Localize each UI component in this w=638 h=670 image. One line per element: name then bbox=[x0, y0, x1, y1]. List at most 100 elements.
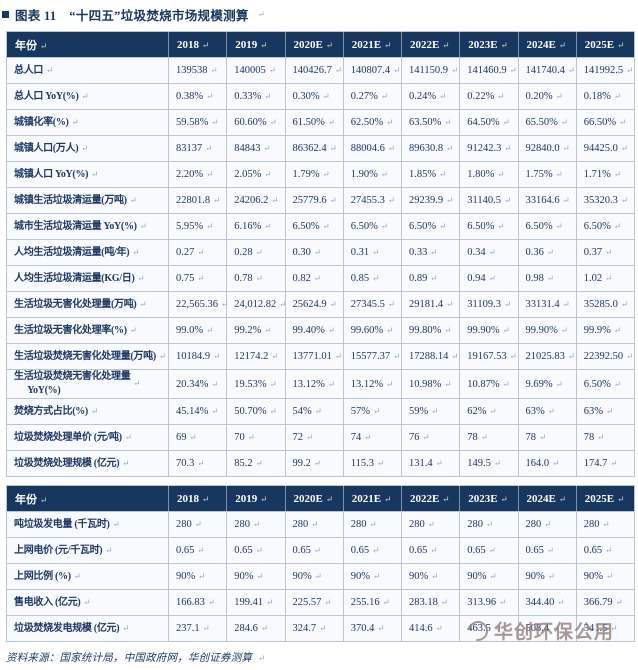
line-return-mark-icon: ↵ bbox=[567, 351, 575, 361]
line-return-mark-icon: ↵ bbox=[313, 273, 321, 283]
data-cell: 0.75 ↵ bbox=[167, 265, 228, 292]
line-return-mark-icon: ↵ bbox=[264, 91, 272, 101]
line-return-mark-icon: ↵ bbox=[202, 39, 210, 50]
line-return-mark-icon: ↵ bbox=[364, 432, 372, 442]
line-return-mark-icon: ↵ bbox=[122, 622, 130, 633]
data-cell: 63.50% ↵ bbox=[400, 109, 461, 136]
line-return-mark-icon: ↵ bbox=[207, 597, 215, 607]
data-cell: 166.83 ↵ bbox=[167, 589, 228, 616]
data-cell: 280 ↵ bbox=[167, 511, 228, 538]
line-return-mark-icon: ↵ bbox=[555, 91, 563, 101]
data-cell: 284.6 ↵ bbox=[226, 615, 286, 642]
data-cell: 60.60% ↵ bbox=[226, 109, 286, 136]
table-row: 城镇化率(%) ↵ 59.58% ↵ 60.60% ↵ 61.50% ↵ 62.50% ↵ 63.5… bbox=[6, 109, 636, 136]
line-return-mark-icon: ↵ bbox=[314, 406, 322, 416]
line-return-mark-icon: ↵ bbox=[444, 325, 452, 335]
line-return-mark-icon: ↵ bbox=[380, 169, 388, 179]
line-return-mark-icon: ↵ bbox=[271, 195, 279, 205]
line-return-mark-icon: ↵ bbox=[112, 518, 120, 529]
data-cell: 64.50% ↵ bbox=[459, 109, 519, 136]
table-row: 售电收入 (亿元) ↵ 166.83 ↵ 199.41 ↵ 225.57 ↵ 255.16 ↵ 28… bbox=[6, 589, 636, 616]
line-return-mark-icon: ↵ bbox=[264, 169, 272, 179]
data-cell: 0.30% ↵ bbox=[284, 83, 344, 110]
data-cell: 50.70% ↵ bbox=[226, 398, 286, 425]
line-return-mark-icon: ↵ bbox=[206, 91, 214, 101]
line-return-mark-icon: ↵ bbox=[386, 325, 394, 335]
line-return-mark-icon: ↵ bbox=[489, 406, 497, 416]
line-return-mark-icon: ↵ bbox=[269, 406, 277, 416]
data-cell: 99.90% ↵ bbox=[517, 317, 577, 344]
line-return-mark-icon: ↵ bbox=[613, 91, 621, 101]
line-return-mark-icon: ↵ bbox=[439, 91, 447, 101]
line-return-mark-icon: ↵ bbox=[279, 299, 287, 309]
header-row: 年份 ↵ 2018 ↵ 2019 ↵ 2020E ↵ 2021E ↵ 2022E ↵ 2023E ↵ 202… bbox=[6, 31, 636, 58]
line-return-mark-icon: ↵ bbox=[81, 142, 89, 153]
source-note: 资料来源：国家统计局，中国政府网，华创证券测算 ↵ bbox=[6, 650, 638, 665]
data-cell: 99.90% ↵ bbox=[459, 317, 519, 344]
year-header-cell: 2025E ↵ bbox=[575, 485, 636, 512]
line-return-mark-icon: ↵ bbox=[322, 91, 330, 101]
line-return-mark-icon: ↵ bbox=[271, 351, 279, 361]
data-cell: 1.71% ↵ bbox=[575, 161, 636, 188]
line-return-mark-icon: ↵ bbox=[626, 351, 634, 361]
row-label-cell: 吨垃圾发电量 (千瓦时) ↵ bbox=[6, 511, 169, 538]
data-cell: 414.6 ↵ bbox=[400, 615, 461, 642]
line-return-mark-icon: ↵ bbox=[597, 432, 605, 442]
data-cell: 70 ↵ bbox=[226, 424, 286, 451]
data-cell: 237.1 ↵ bbox=[167, 615, 228, 642]
year-header-cell: 2022E ↵ bbox=[400, 31, 461, 58]
row-label-cell: 人均生活垃圾清运量(吨/年) ↵ bbox=[6, 239, 169, 266]
title-text: 图表 11 “十四五”垃圾焚烧市场规模测算 bbox=[15, 8, 249, 23]
line-return-mark-icon: ↵ bbox=[387, 143, 395, 153]
table-row: 生活垃圾无害化处理率(%) ↵ 99.0% ↵ 99.2% ↵ 99.40% ↵ 99.60% ↵… bbox=[6, 317, 636, 344]
line-return-mark-icon: ↵ bbox=[211, 406, 219, 416]
line-return-mark-icon: ↵ bbox=[189, 432, 197, 442]
data-cell: 141460.9 ↵ bbox=[459, 57, 519, 84]
data-cell: 90% ↵ bbox=[400, 563, 461, 590]
line-return-mark-icon: ↵ bbox=[122, 457, 130, 468]
line-return-mark-icon: ↵ bbox=[558, 39, 566, 50]
row-label-cell: 上网比例 (%) ↵ bbox=[6, 563, 169, 590]
line-return-mark-icon: ↵ bbox=[509, 351, 517, 361]
data-cell: 140005 ↵ bbox=[226, 57, 286, 84]
line-return-mark-icon: ↵ bbox=[547, 406, 555, 416]
line-return-mark-icon: ↵ bbox=[372, 273, 380, 283]
data-cell: 344.40 ↵ bbox=[517, 589, 577, 616]
data-cell: 99.9% ↵ bbox=[575, 317, 636, 344]
data-cell: 280 ↵ bbox=[517, 511, 577, 538]
data-cell: 61.50% ↵ bbox=[284, 109, 344, 136]
data-cell: 2.20% ↵ bbox=[167, 161, 228, 188]
line-return-mark-icon: ↵ bbox=[558, 493, 566, 504]
line-return-mark-icon: ↵ bbox=[158, 350, 166, 361]
line-return-mark-icon: ↵ bbox=[382, 597, 390, 607]
line-return-mark-icon: ↵ bbox=[547, 571, 555, 581]
line-return-mark-icon: ↵ bbox=[422, 432, 430, 442]
data-cell: 6.50% ↵ bbox=[575, 213, 636, 240]
year-header-cell: 2018 ↵ bbox=[167, 485, 228, 512]
line-return-mark-icon: ↵ bbox=[255, 247, 263, 257]
table-row: 总人口 ↵ 139538 ↵ 140005 ↵ 140426.7 ↵ 140807.4 ↵ 1411… bbox=[6, 57, 636, 84]
data-cell: 25624.9 ↵ bbox=[284, 291, 344, 318]
data-cell: 366.79 ↵ bbox=[575, 589, 636, 616]
data-cell: 65.50% ↵ bbox=[517, 109, 577, 136]
data-cell: 78 ↵ bbox=[575, 424, 636, 451]
data-cell: 0.98 ↵ bbox=[517, 265, 577, 292]
data-cell: 29239.9 ↵ bbox=[400, 187, 461, 214]
line-return-mark-icon: ↵ bbox=[430, 273, 438, 283]
line-return-mark-icon: ↵ bbox=[386, 117, 394, 127]
line-return-mark-icon: ↵ bbox=[71, 116, 79, 127]
line-return-mark-icon: ↵ bbox=[620, 143, 628, 153]
row-label-cell: 生活垃圾焚烧无害化处理量(万吨) ↵ bbox=[6, 343, 169, 370]
line-return-mark-icon: ↵ bbox=[132, 246, 140, 257]
line-return-mark-icon: ↵ bbox=[373, 571, 381, 581]
data-cell: 99.60% ↵ bbox=[342, 317, 403, 344]
data-cell: 90% ↵ bbox=[517, 563, 577, 590]
line-return-mark-icon: ↵ bbox=[430, 247, 438, 257]
data-cell: 31109.3 ↵ bbox=[459, 291, 519, 318]
row-label-cell: 垃圾焚烧处理规模 (亿元) ↵ bbox=[6, 450, 169, 477]
line-return-mark-icon: ↵ bbox=[509, 65, 517, 75]
data-cell: 1.80% ↵ bbox=[459, 161, 519, 188]
line-return-mark-icon: ↵ bbox=[373, 406, 381, 416]
line-return-mark-icon: ↵ bbox=[213, 351, 221, 361]
data-cell: 6.16% ↵ bbox=[226, 213, 286, 240]
